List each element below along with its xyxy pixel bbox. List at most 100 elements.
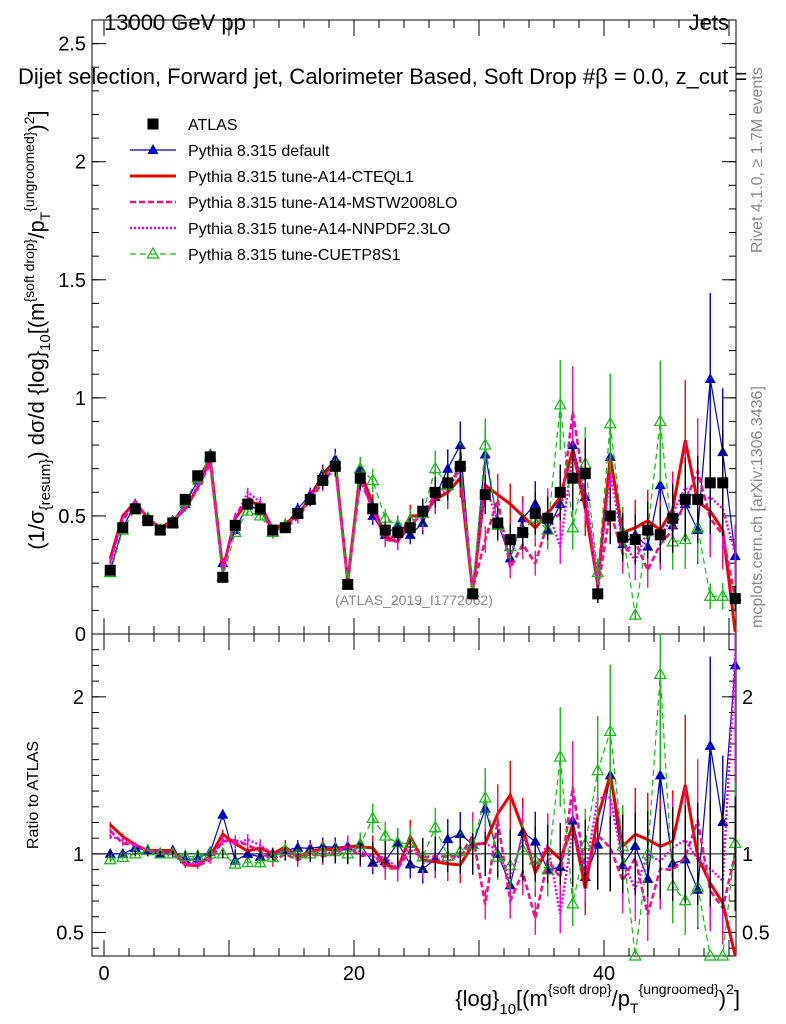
series-atlas	[104, 429, 741, 612]
y-title-subT: T	[37, 211, 53, 220]
mcplots-label: mcplots.cern.ch [arXiv:1306.3436]	[749, 386, 766, 628]
series-atlas-point	[467, 588, 479, 600]
series-cuetp-ratio-point	[591, 763, 605, 776]
analysis-watermark: (ATLAS_2019_I1772062)	[335, 592, 493, 608]
main-y-tick-label: 2	[75, 152, 86, 174]
x-title-sub10: 10	[499, 1001, 516, 1018]
series-atlas-point	[604, 510, 616, 522]
main-y-tick-label: 0.5	[58, 506, 86, 528]
series-cuetp-point	[703, 588, 717, 601]
series-atlas-point	[217, 571, 229, 583]
main-y-tick-label: 0	[75, 624, 86, 646]
series-atlas-point	[379, 524, 391, 536]
legend-label-cuetp: Pythia 8.315 tune-CUETP8S1	[188, 247, 401, 264]
legend-label-mstw: Pythia 8.315 tune-A14-MSTW2008LO	[188, 195, 457, 212]
series-atlas-point	[442, 477, 454, 489]
series-cuetp-ratio-point	[153, 846, 167, 859]
y-title-part3: [(m	[24, 303, 49, 335]
series-cuetp-ratio-point	[628, 948, 642, 961]
series-cuetp-ratio-point	[678, 893, 692, 906]
series-default-line	[109, 378, 736, 592]
legend-marker-atlas	[147, 118, 159, 130]
legend-label-cteql1: Pythia 8.315 tune-A14-CTEQL1	[188, 169, 414, 186]
x-title-part5: ]	[734, 986, 740, 1011]
series-mstw-ratio-line	[109, 787, 737, 919]
series-cuetp-ratio-point	[428, 820, 442, 833]
main-y-tick-label: 1	[75, 388, 86, 410]
ratio-panel-frame	[91, 633, 737, 957]
series-default-ratio	[104, 634, 741, 930]
series-atlas-point	[254, 503, 266, 515]
legend-marker-default	[147, 144, 159, 154]
series-default	[104, 292, 741, 602]
x-title-sup3: 2	[726, 981, 734, 997]
series-cuetp-ratio-line	[110, 674, 736, 957]
series-atlas-point	[192, 470, 204, 482]
series-default-point	[704, 372, 716, 383]
series-atlas-point	[654, 529, 666, 541]
ratio-y-axis: 0.5 0.5 1 1 2 2	[56, 649, 770, 949]
series-atlas-point	[354, 472, 366, 484]
series-atlas-point	[704, 477, 716, 489]
y-title-part6: ]	[24, 110, 49, 116]
series-cuetp-point	[241, 503, 255, 516]
series-cuetp-ratio-point	[378, 828, 392, 841]
series-cuetp-point	[716, 588, 730, 601]
series-cuetp-ratio-point	[703, 948, 717, 961]
series-cuetp-point	[566, 520, 580, 533]
series-atlas-point	[242, 498, 254, 510]
x-tick-label: 0	[98, 963, 109, 985]
series-cuetp-ratio-point	[203, 846, 217, 859]
series-atlas-point	[617, 531, 629, 543]
series-atlas-point	[492, 517, 504, 529]
series-cuetp-ratio-point	[166, 846, 180, 859]
series-atlas-point	[304, 493, 316, 505]
series-atlas-point	[517, 526, 529, 538]
series-atlas-point	[329, 460, 341, 472]
x-title-part2: [(m	[516, 986, 548, 1011]
series-cuetp	[103, 359, 742, 621]
series-atlas-point	[479, 489, 491, 501]
series-atlas-point	[117, 522, 129, 534]
series-cteql1-ratio	[109, 714, 737, 957]
series-atlas-point	[642, 524, 654, 536]
series-cuetp-point	[228, 525, 242, 538]
y-title-part2: ) dσ/d {log}	[24, 351, 49, 459]
main-y-axis-title: (1/σ{resum}) dσ/d {log}10[(m{soft drop}/…	[21, 110, 54, 549]
series-atlas-point	[142, 515, 154, 527]
legend-marker-cuetp	[146, 246, 160, 259]
ratio-y-tick-label-right: 0.5	[742, 922, 770, 944]
series-cuetp-point	[553, 397, 567, 410]
y-title-part5: )	[24, 124, 49, 131]
series-cuetp-ratio	[103, 634, 742, 961]
main-y-tick-label: 2.5	[58, 34, 86, 56]
series-cuetp-ratio-point	[228, 856, 242, 869]
series-cuetp-point	[678, 532, 692, 545]
ratio-y-tick-label-right: 2	[742, 687, 753, 709]
series-atlas-point	[317, 475, 329, 486]
series-cuetp-ratio-point	[241, 855, 255, 868]
header-left: 13000 GeV pp	[104, 10, 246, 35]
series-atlas-point	[679, 493, 691, 505]
ratio-y-tick-label: 0.5	[56, 922, 84, 944]
series-cuetp-ratio-point	[253, 855, 267, 868]
series-atlas-ratio	[109, 796, 736, 912]
series-atlas-point	[367, 503, 379, 515]
series-cuetp-ratio-point	[366, 811, 380, 823]
series-atlas-point	[204, 451, 216, 463]
ratio-y-tick-label: 1	[73, 844, 84, 866]
series-default-ratio-point	[704, 739, 716, 750]
series-atlas-point	[292, 508, 304, 520]
series-default-ratio-point	[654, 769, 666, 780]
header-right: Jets	[689, 10, 729, 35]
series-atlas-point	[542, 512, 554, 524]
series-atlas-point	[179, 493, 191, 505]
series-cuetp-point	[428, 461, 442, 474]
plot-title: Dijet selection, Forward jet, Calorimete…	[18, 64, 747, 89]
series-cuetp-ratio-point	[566, 896, 580, 909]
main-y-axis: 0 0.5 1 1.5 2 2.5	[58, 19, 736, 646]
x-title-part1: {log}	[455, 986, 499, 1011]
ratio-series-group	[103, 634, 742, 961]
main-y-tick-label: 1.5	[58, 270, 86, 292]
y-title-sup2: {ungroomed}	[21, 131, 37, 212]
